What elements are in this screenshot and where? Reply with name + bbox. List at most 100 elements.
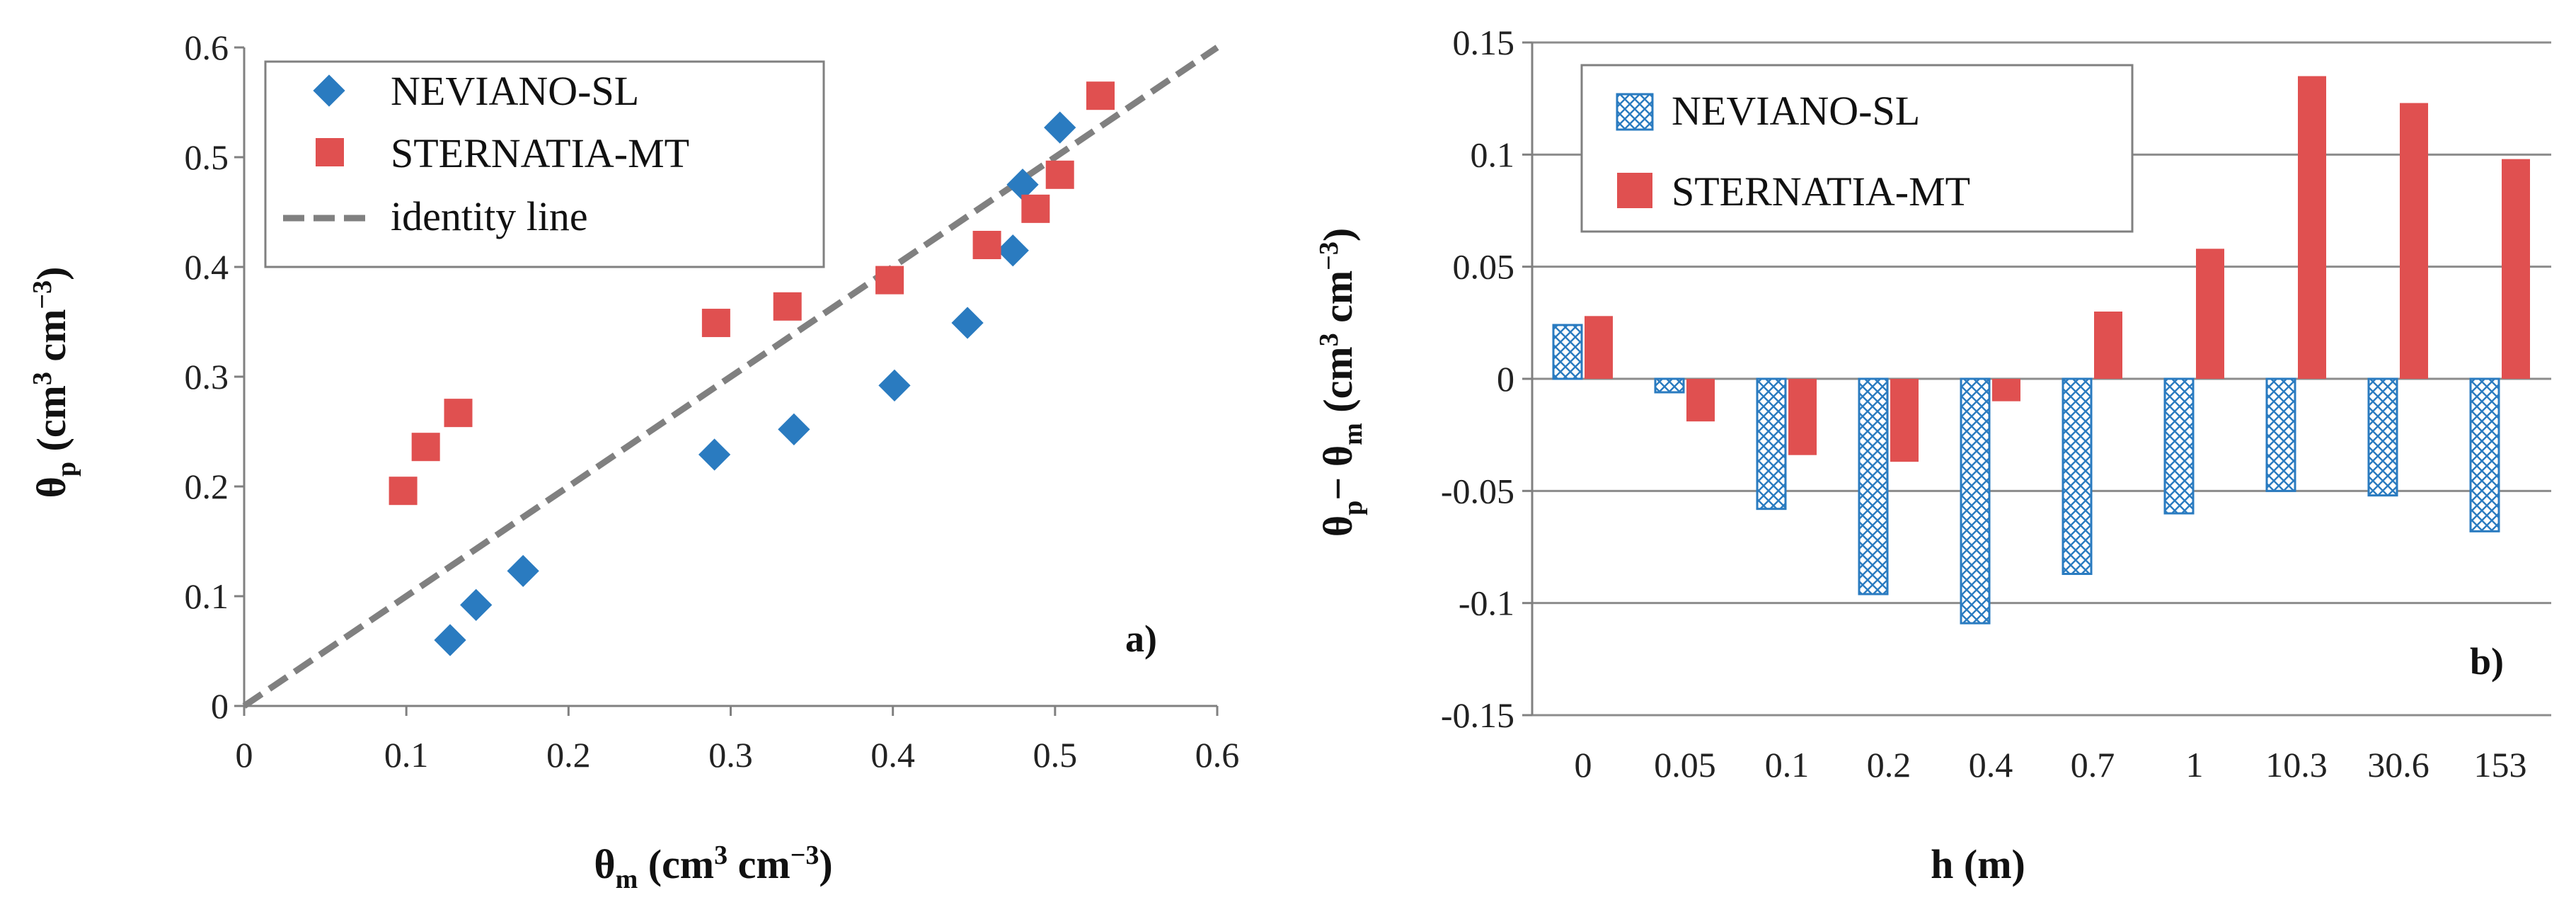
sternatia-mt-bar	[1686, 379, 1715, 422]
chart-a-y-tick-label: 0.6	[185, 28, 229, 67]
chart-a-y-tick-label: 0	[211, 686, 229, 726]
neviano-sl-point	[951, 307, 984, 339]
chart-b-x-tick-label: 0.2	[1867, 745, 1911, 785]
chart-b-x-tick-label: 153	[2474, 745, 2527, 785]
sternatia-mt-bar	[2298, 76, 2326, 379]
chart-a-y-tick-label: 0.1	[185, 576, 229, 616]
sternatia-mt-point	[411, 433, 440, 462]
neviano-sl-point	[460, 588, 493, 622]
chart-a-y-tick-labels: 0 0.1 0.2 0.3 0.4 0.5 0.6	[185, 28, 229, 726]
neviano-sl-bar	[2062, 377, 2093, 575]
chart-b-y-tick-label: 0.1	[1471, 135, 1515, 174]
neviano-sl-bar	[1654, 377, 1685, 394]
sternatia-mt-point	[1021, 194, 1050, 223]
neviano-sl-bar	[2265, 377, 2296, 492]
chart-b-y-tick-label: 0.05	[1453, 247, 1515, 287]
neviano-sl-bar	[1960, 377, 1991, 625]
sternatia-mt-bar	[1992, 379, 2020, 401]
neviano-sl-bar	[1756, 377, 1787, 511]
chart-a-legend: NEVIANO-SL STERNATIA-MT identity line	[264, 60, 825, 268]
sternatia-mt-point	[875, 266, 904, 295]
chart-a-x-tick-label: 0.6	[1195, 735, 1240, 775]
legend-b-neviano-label: NEVIANO-SL	[1672, 88, 1920, 134]
sternatia-mt-point	[389, 477, 418, 506]
chart-b-x-tick-label: 0	[1575, 745, 1592, 785]
sternatia-mt-bar	[2196, 249, 2224, 379]
legend-sternatia-square-icon	[316, 138, 344, 166]
neviano-sl-point	[434, 624, 466, 656]
chart-a-x-tick-label: 0.1	[384, 735, 429, 775]
sternatia-mt-point	[773, 292, 802, 321]
sternatia-mt-bar	[1585, 316, 1613, 379]
chart-b-x-tick-label: 0.4	[1969, 745, 2013, 785]
neviano-sl-point	[698, 438, 731, 471]
neviano-sl-bar	[2367, 377, 2398, 497]
sternatia-mt-point	[444, 399, 473, 428]
chart-b-x-tick-labels: 0 0.05 0.1 0.2 0.4 0.7 1 10.3 30.6 153	[1575, 745, 2527, 785]
chart-b-x-tick-label: 1	[2186, 745, 2204, 785]
legend-b-sternatia-label: STERNATIA-MT	[1672, 169, 1970, 215]
chart-a-panel-label: a)	[1125, 617, 1157, 660]
chart-b-x-tick-label: 0.7	[2071, 745, 2115, 785]
neviano-sl-point	[507, 554, 539, 587]
scatter-chart-a: 0 0.1 0.2 0.3 0.4 0.5 0.6 00.10.20.30.40.50.6 …	[28, 28, 1239, 894]
chart-a-x-tick-label: 0.3	[708, 735, 753, 775]
chart-b-legend-box	[1580, 64, 2134, 233]
bar-chart-b: 0.15 0.1 0.05 0 -0.05 -0.1 -0.15 0 0.05 0.1 0.2 0.…	[1314, 23, 2551, 887]
sternatia-mt-bar	[1788, 379, 1817, 455]
legend-neviano-hatch-icon	[1616, 93, 1654, 131]
neviano-sl-bar	[1552, 324, 1583, 380]
chart-b-x-tick-label: 10.3	[2265, 745, 2328, 785]
chart-b-x-tick-label: 0.1	[1765, 745, 1810, 785]
sternatia-mt-point	[1045, 160, 1074, 189]
neviano-sl-bar	[1858, 377, 1889, 595]
identity-line	[242, 45, 1219, 709]
neviano-sl-point	[778, 413, 810, 446]
sternatia-mt-bar	[2094, 312, 2122, 379]
legend-sternatia-label: STERNATIA-MT	[391, 130, 689, 176]
identity-line-series	[242, 45, 1219, 709]
sternatia-mt-point	[1086, 81, 1115, 110]
legend-sternatia-bar-icon	[1617, 173, 1652, 208]
chart-a-x-tick-labels: 0 0.1 0.2 0.3 0.4 0.5 0.6	[236, 735, 1240, 775]
neviano-sl-point	[1044, 111, 1076, 144]
chart-b-axes	[1522, 41, 1534, 717]
chart-b-y-tick-labels: 0.15 0.1 0.05 0 -0.05 -0.1 -0.15	[1441, 23, 1514, 735]
chart-a-y-tick-label: 0.2	[185, 467, 229, 506]
neviano-sl-point	[996, 234, 1029, 267]
neviano-sl-point	[878, 369, 911, 402]
chart-a-x-tick-label: 0.4	[870, 735, 915, 775]
neviano-sl-bar	[2163, 377, 2195, 515]
chart-b-y-axis-title: θp− θm (cm3 cm−3)	[1314, 228, 1368, 537]
sternatia-mt-bar	[2502, 159, 2530, 379]
legend-neviano-label: NEVIANO-SL	[391, 68, 639, 114]
chart-b-y-tick-label: -0.1	[1459, 583, 1514, 623]
chart-a-y-tick-label: 0.3	[185, 357, 229, 397]
legend-identity-label: identity line	[391, 193, 588, 239]
chart-a-x-axis-title: θm (cm3 cm−3)	[594, 840, 832, 894]
chart-a-y-tick-label: 0.4	[185, 247, 229, 287]
chart-b-y-tick-label: -0.05	[1441, 471, 1514, 511]
chart-b-y-tick-label: 0.15	[1453, 23, 1515, 62]
chart-b-panel-label: b)	[2470, 640, 2504, 683]
chart-b-bars	[1552, 76, 2530, 625]
chart-b-legend: NEVIANO-SL STERNATIA-MT	[1580, 64, 2134, 233]
sternatia-mt-bar	[2400, 103, 2428, 379]
chart-a-axes	[234, 46, 1219, 716]
chart-a-x-tick-label: 0.5	[1033, 735, 1078, 775]
neviano-sl-bar	[2469, 377, 2500, 532]
chart-a-legend-box	[264, 60, 825, 268]
chart-b-x-tick-label: 0.05	[1654, 745, 1716, 785]
chart-b-x-tick-label: 30.6	[2367, 745, 2430, 785]
chart-b-x-axis-title: h (m)	[1931, 841, 2025, 887]
chart-a-x-tick-label: 0	[236, 735, 253, 775]
chart-a-y-tick-label: 0.5	[185, 137, 229, 177]
chart-b-y-tick-label: 0	[1497, 359, 1514, 399]
sternatia-mt-point	[972, 231, 1001, 259]
chart-a-x-tick-label: 0.2	[546, 735, 591, 775]
sternatia-mt-bar	[1890, 379, 1919, 462]
sternatia-mt-points	[389, 81, 1115, 506]
chart-a-y-axis-title: θp (cm3 cm−3)	[28, 267, 81, 498]
sternatia-mt-point	[701, 309, 730, 338]
